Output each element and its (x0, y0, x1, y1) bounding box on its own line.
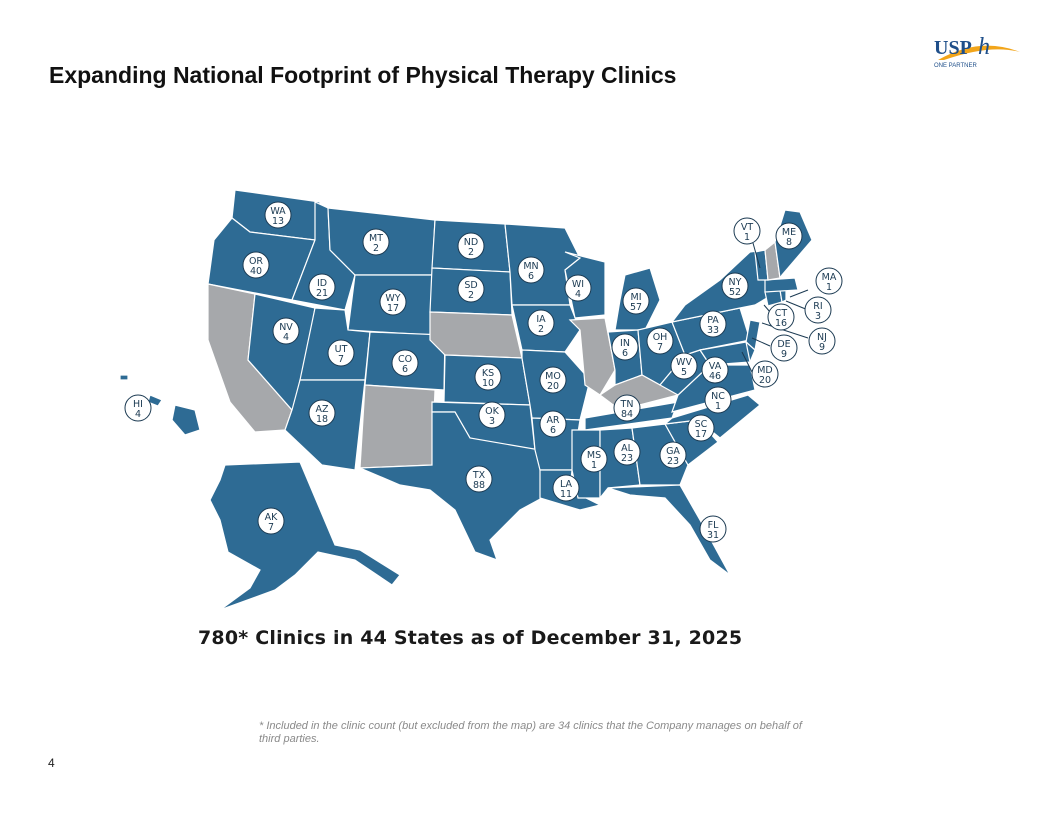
svg-text:h: h (978, 34, 990, 60)
state-shape-MI (614, 267, 661, 331)
clinic-count-caption: 780* Clinics in 44 States as of December… (198, 627, 743, 649)
state-shape-ND (431, 219, 511, 273)
state-shape-AK (209, 461, 401, 611)
state-shape-MS (571, 429, 601, 499)
state-shape-KS (443, 354, 531, 406)
logo-tagline: ONE PARTNER (934, 63, 977, 69)
svg-text:USP: USP (934, 37, 972, 59)
state-shape-WY (347, 274, 433, 336)
state-shape-TX (359, 411, 543, 561)
state-shape-NM (359, 384, 436, 469)
state-shape-MN (504, 223, 581, 306)
footnote: * Included in the clinic count (but excl… (259, 720, 802, 745)
state-shape-MO (521, 349, 591, 421)
state-shape-FL (607, 484, 731, 576)
state-shape-SD (429, 267, 513, 316)
state-shape-ME (774, 209, 813, 280)
page-title: Expanding National Footprint of Physical… (49, 62, 677, 88)
state-shape-HI-small (119, 374, 129, 381)
state-shape-HI-mid (147, 394, 163, 407)
state-shape-NE (429, 311, 523, 359)
page-number: 4 (48, 756, 55, 770)
us-clinic-map (60, 180, 860, 620)
state-shape-HI (171, 404, 201, 436)
usph-logo: USP h ONE PARTNER (930, 30, 1022, 74)
state-shape-IA (511, 304, 581, 353)
state-shape-AZ (284, 379, 366, 471)
